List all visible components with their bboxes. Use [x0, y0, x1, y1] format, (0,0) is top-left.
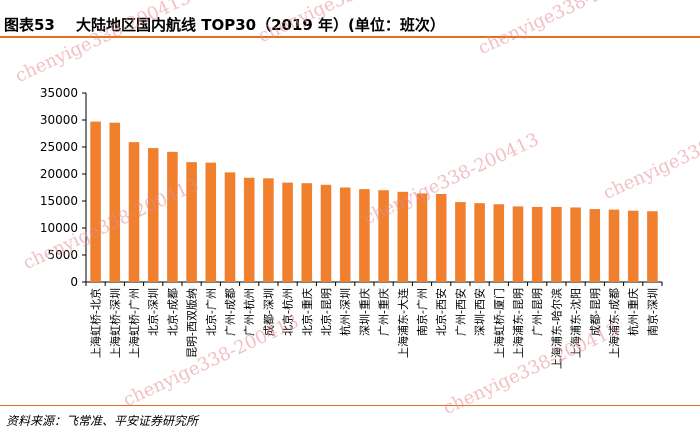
bar — [282, 182, 293, 282]
y-tick-label: 30000 — [40, 113, 78, 127]
bar — [627, 210, 639, 282]
bar — [167, 151, 178, 282]
x-tick-label: 北京-昆明 — [319, 288, 333, 336]
bar — [147, 148, 159, 282]
bar — [320, 184, 332, 282]
x-tick-label: 上海虹桥-厦门 — [492, 288, 506, 358]
y-tick-label: 0 — [70, 275, 78, 289]
x-tick-label: 上海浦东-哈尔滨 — [549, 288, 563, 369]
bar — [493, 204, 505, 282]
bar — [608, 209, 620, 282]
axes: 0 5000 10000 15000 20000 25000 30000 35000 — [40, 86, 663, 289]
x-tick-label: 北京-杭州 — [281, 288, 295, 336]
bar — [109, 122, 121, 282]
source-note: 资料来源：飞常准、平安证券研究所 — [6, 414, 199, 428]
bar — [339, 187, 351, 282]
bar — [647, 211, 658, 282]
bar — [551, 206, 562, 282]
x-tick-label: 深圳-西安 — [473, 288, 487, 336]
chart-header: 图表53 大陆地区国内航线 TOP30（2019 年）(单位：班次） — [0, 0, 700, 40]
figure-label: 图表53 — [4, 16, 55, 34]
x-tick-label: 成都-昆明 — [589, 288, 602, 336]
header-rule — [0, 36, 700, 38]
bar — [455, 202, 466, 282]
bar — [416, 193, 428, 282]
x-tick-label: 广州-成都 — [224, 288, 237, 336]
x-tick-label: 上海虹桥-广州 — [127, 288, 141, 358]
x-tick-label: 上海浦东-大连 — [396, 288, 410, 358]
x-tick-label: 北京-成都 — [165, 288, 179, 336]
x-tick-label: 北京-西安 — [434, 288, 448, 336]
bar — [531, 206, 543, 282]
bar — [589, 209, 601, 282]
bar — [397, 191, 409, 282]
bar — [128, 142, 140, 282]
category-labels: 上海虹桥-北京 上海虹桥-深圳 上海虹桥-广州 北京-深圳 北京-成都 昆明-西双版纳 北京… — [89, 288, 660, 369]
x-tick-label: 上海浦东-沈阳 — [569, 288, 583, 358]
bar — [90, 121, 101, 283]
x-tick-label: 上海浦东-成都 — [607, 288, 621, 358]
bar — [301, 183, 313, 282]
chart-title: 大陆地区国内航线 TOP30（2019 年）(单位：班次） — [76, 16, 445, 34]
x-tick-label: 南京-深圳 — [645, 288, 659, 336]
bar — [435, 193, 447, 282]
bar — [570, 207, 581, 282]
x-tick-label: 广州-重庆 — [377, 288, 391, 336]
y-tick-label: 10000 — [40, 221, 78, 235]
x-tick-label: 南京-广州 — [415, 288, 429, 336]
x-tick-label: 广州-杭州 — [242, 288, 256, 336]
bar — [512, 206, 524, 282]
x-tick-label: 昆明-西双版纳 — [185, 288, 199, 358]
x-tick-label: 上海虹桥-深圳 — [108, 288, 122, 358]
x-tick-label: 广州-西安 — [453, 288, 467, 336]
bar — [243, 177, 255, 282]
y-tick-label: 35000 — [40, 86, 78, 100]
x-tick-label: 杭州-重庆 — [626, 288, 640, 336]
bar — [263, 178, 274, 282]
y-tick-label: 5000 — [47, 248, 78, 262]
x-tick-label: 北京-广州 — [204, 288, 218, 336]
x-tick-label: 上海浦东-昆明 — [511, 288, 525, 358]
bar — [359, 189, 370, 282]
y-tick-label: 15000 — [40, 194, 78, 208]
footer-rule — [0, 405, 700, 406]
bar — [205, 162, 217, 282]
x-tick-label: 成都-深圳 — [262, 288, 275, 336]
bar — [378, 190, 389, 282]
y-tick-label: 25000 — [40, 140, 78, 154]
x-tick-label: 上海虹桥-北京 — [89, 288, 103, 358]
x-tick-label: 广州-昆明 — [531, 288, 544, 336]
bar — [474, 203, 485, 282]
x-tick-label: 深圳-重庆 — [357, 288, 371, 336]
x-tick-label: 北京-深圳 — [146, 288, 160, 336]
bars — [90, 121, 658, 283]
bar — [224, 172, 236, 282]
x-tick-label: 杭州-深圳 — [338, 288, 352, 336]
x-tick-label: 北京-重庆 — [300, 288, 314, 336]
bar — [186, 162, 197, 282]
y-tick-label: 20000 — [40, 167, 78, 181]
